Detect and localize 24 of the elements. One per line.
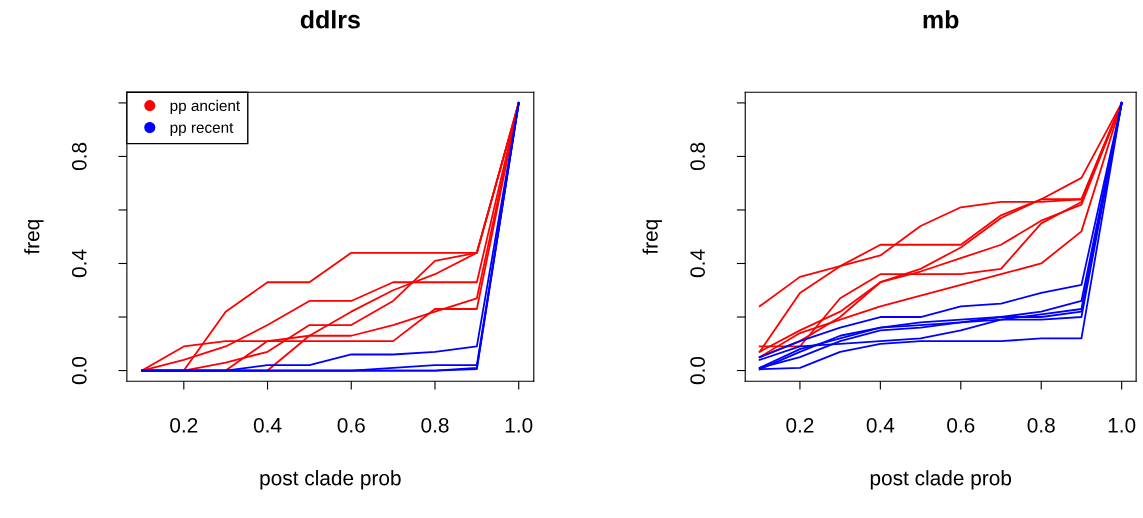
x-tick-label: 0.4 (253, 417, 282, 433)
x-tick-label: 0.6 (337, 417, 365, 433)
y-axis-title: freq (24, 220, 44, 255)
y-tick-label: 0.0 (71, 356, 87, 385)
y-axis-title: freq (642, 220, 662, 255)
x-tick-label: 0.6 (947, 417, 975, 433)
y-tick-label: 0.8 (71, 142, 87, 171)
x-tick-label: 0.8 (1027, 417, 1055, 433)
chart-title: mb (923, 10, 959, 29)
y-tick-label: 0.4 (71, 249, 87, 278)
x-tick-label: 0.2 (786, 417, 814, 433)
legend-label: pp ancient (170, 99, 241, 115)
x-tick-label: 1.0 (505, 417, 533, 433)
x-tick-label: 0.8 (421, 417, 449, 433)
y-tick-label: 0.8 (690, 142, 706, 171)
legend-label: pp recent (170, 122, 234, 136)
x-tick-label: 0.4 (866, 417, 895, 433)
chart-title: ddlrs (300, 10, 360, 29)
y-tick-label: 0.0 (690, 356, 706, 385)
x-tick-label: 1.0 (1108, 417, 1136, 433)
x-axis-title: post clade prob (260, 470, 401, 490)
x-axis-title: post clade prob (870, 470, 1012, 490)
y-tick-label: 0.4 (690, 249, 706, 278)
x-tick-label: 0.2 (170, 417, 198, 433)
